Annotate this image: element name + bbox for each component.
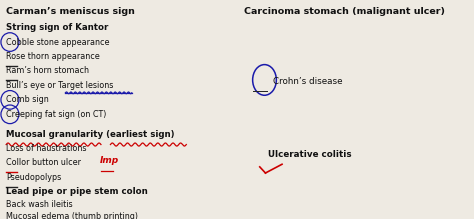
Text: Ram’s horn stomach: Ram’s horn stomach (6, 66, 89, 76)
Text: Carman’s meniscus sign: Carman’s meniscus sign (6, 7, 135, 16)
Text: Back wash ileitis: Back wash ileitis (6, 200, 73, 209)
Text: Rose thorn appearance: Rose thorn appearance (6, 52, 100, 61)
Text: Cobble stone appearance: Cobble stone appearance (6, 37, 109, 47)
Text: Pseudopolyps: Pseudopolyps (6, 173, 62, 182)
Text: Carcinoma stomach (malignant ulcer): Carcinoma stomach (malignant ulcer) (244, 7, 445, 16)
Text: Ulcerative colitis: Ulcerative colitis (268, 150, 351, 159)
Text: Loss of haustrations: Loss of haustrations (6, 144, 87, 153)
Text: Lead pipe or pipe stem colon: Lead pipe or pipe stem colon (6, 187, 148, 196)
Text: Collor button ulcer: Collor button ulcer (6, 158, 81, 168)
Text: Imp: Imp (100, 156, 119, 165)
Text: Mucosal edema (thumb printing): Mucosal edema (thumb printing) (6, 212, 138, 219)
Text: Mucosal granularity (earliest sign): Mucosal granularity (earliest sign) (6, 129, 174, 139)
Text: Creeping fat sign (on CT): Creeping fat sign (on CT) (6, 110, 107, 119)
Text: Bull’s eye or Target lesions: Bull’s eye or Target lesions (6, 81, 114, 90)
Text: String sign of Kantor: String sign of Kantor (6, 23, 109, 32)
Text: Comb sign: Comb sign (6, 95, 49, 104)
Text: Crohn’s disease: Crohn’s disease (273, 76, 342, 86)
